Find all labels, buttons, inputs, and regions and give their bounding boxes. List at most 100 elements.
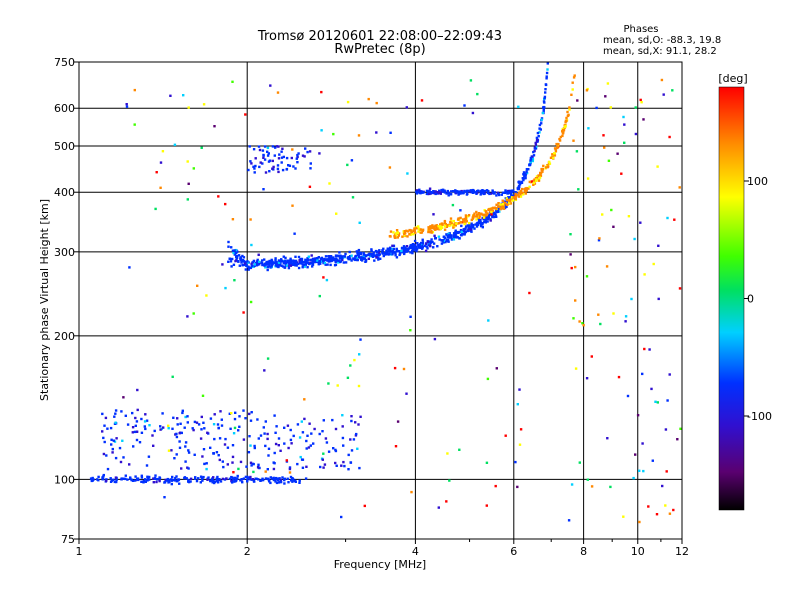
data-point bbox=[639, 98, 642, 102]
data-point bbox=[167, 427, 170, 430]
data-point bbox=[175, 475, 178, 478]
data-point bbox=[410, 490, 413, 494]
data-point bbox=[443, 221, 447, 224]
data-point bbox=[239, 257, 242, 260]
data-point bbox=[460, 230, 463, 233]
data-point bbox=[633, 237, 636, 241]
data-point bbox=[373, 259, 376, 262]
data-point bbox=[436, 245, 439, 248]
chart-title: Tromsø 20120601 22:08:00–22:09:43 bbox=[257, 29, 502, 44]
data-point bbox=[226, 463, 229, 466]
data-point bbox=[507, 190, 510, 194]
data-point bbox=[377, 253, 380, 257]
data-point bbox=[187, 478, 190, 482]
data-point bbox=[392, 231, 395, 234]
data-point bbox=[430, 230, 433, 233]
data-point bbox=[306, 257, 309, 260]
data-point bbox=[481, 191, 484, 194]
data-point bbox=[289, 257, 292, 260]
data-point bbox=[570, 483, 574, 486]
data-point bbox=[510, 196, 514, 199]
data-point bbox=[224, 202, 227, 206]
data-point bbox=[612, 225, 615, 228]
data-point bbox=[126, 478, 129, 481]
data-point bbox=[440, 188, 443, 192]
data-point bbox=[290, 156, 293, 160]
data-point bbox=[432, 242, 436, 245]
data-point bbox=[524, 192, 527, 195]
data-point bbox=[313, 427, 316, 431]
data-point bbox=[231, 461, 234, 464]
data-point bbox=[261, 259, 264, 262]
data-point bbox=[510, 192, 513, 196]
data-point bbox=[446, 452, 449, 455]
data-point bbox=[495, 194, 498, 197]
data-point bbox=[249, 419, 253, 422]
data-point bbox=[386, 250, 389, 253]
data-point bbox=[302, 260, 305, 264]
data-point bbox=[487, 208, 491, 211]
data-point bbox=[476, 223, 479, 227]
data-point bbox=[305, 447, 308, 450]
data-point bbox=[375, 256, 378, 259]
data-point bbox=[441, 223, 444, 226]
data-point bbox=[540, 122, 543, 125]
data-point bbox=[290, 479, 293, 482]
data-point bbox=[337, 261, 340, 264]
data-point bbox=[357, 248, 361, 252]
data-point bbox=[508, 198, 511, 201]
data-point bbox=[434, 237, 437, 240]
data-point bbox=[638, 469, 641, 472]
data-point bbox=[153, 476, 157, 480]
data-point bbox=[317, 263, 320, 266]
data-point bbox=[522, 178, 525, 182]
data-point bbox=[535, 175, 539, 178]
data-point bbox=[428, 187, 432, 190]
data-point bbox=[289, 475, 293, 479]
data-point bbox=[186, 421, 189, 424]
data-point bbox=[534, 143, 538, 146]
data-point bbox=[418, 190, 421, 193]
data-point bbox=[264, 470, 267, 473]
data-point bbox=[112, 439, 115, 442]
data-point bbox=[616, 152, 619, 155]
data-point bbox=[135, 430, 139, 433]
data-point bbox=[296, 153, 299, 157]
data-point bbox=[457, 217, 460, 220]
data-point bbox=[449, 220, 452, 224]
data-point bbox=[627, 215, 631, 218]
data-point bbox=[111, 451, 114, 454]
data-point bbox=[307, 255, 310, 258]
data-point bbox=[523, 177, 526, 180]
data-point bbox=[257, 478, 260, 481]
data-point bbox=[382, 247, 385, 250]
data-point bbox=[197, 423, 201, 426]
data-point bbox=[280, 264, 283, 267]
data-point bbox=[400, 249, 403, 253]
data-point bbox=[363, 504, 366, 508]
data-point bbox=[492, 206, 495, 210]
data-point bbox=[450, 236, 453, 239]
data-point bbox=[438, 189, 441, 192]
data-point bbox=[546, 62, 549, 65]
data-point bbox=[298, 436, 302, 439]
data-point bbox=[461, 221, 464, 224]
data-point bbox=[576, 99, 579, 102]
data-point bbox=[247, 265, 250, 268]
data-point bbox=[466, 224, 469, 227]
data-point bbox=[221, 263, 224, 266]
data-point bbox=[358, 466, 361, 470]
data-point bbox=[300, 260, 303, 264]
data-point bbox=[251, 462, 254, 466]
data-point bbox=[341, 414, 344, 417]
data-point bbox=[193, 453, 196, 456]
data-point bbox=[153, 429, 156, 433]
data-point bbox=[504, 189, 507, 192]
data-point bbox=[639, 221, 642, 224]
data-point bbox=[532, 154, 536, 157]
data-point bbox=[152, 444, 155, 447]
data-point bbox=[597, 313, 600, 316]
data-point bbox=[276, 164, 280, 167]
data-point bbox=[202, 103, 206, 106]
